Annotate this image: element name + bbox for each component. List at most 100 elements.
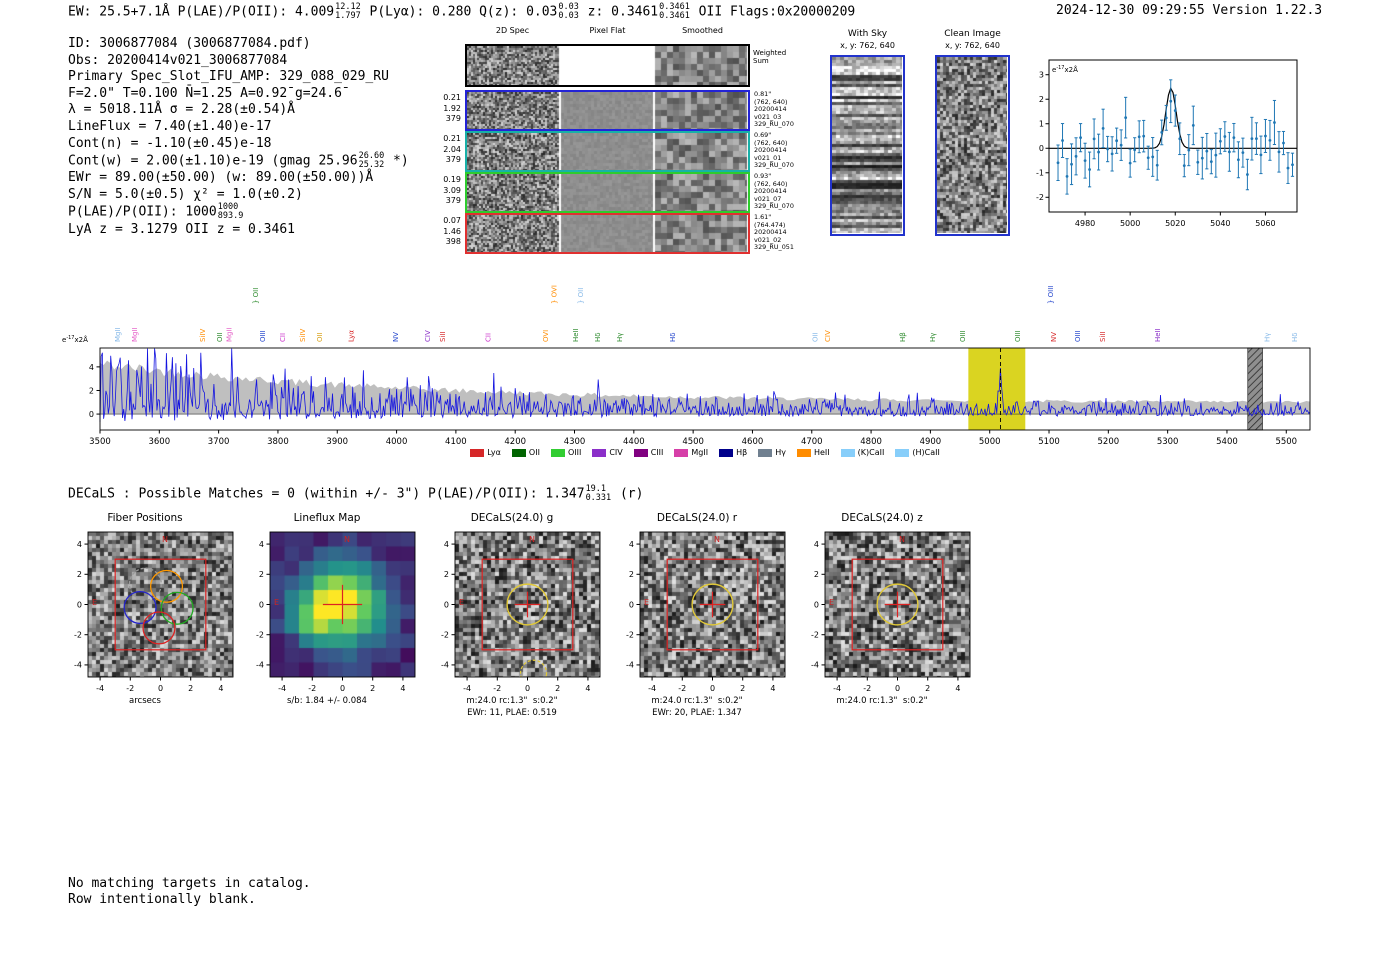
emission-line-label: Hδ (594, 332, 602, 342)
compass-north-label: N (899, 535, 905, 544)
data-point (1286, 166, 1290, 170)
tick-label: 5400 (1216, 437, 1238, 447)
cutout-overlays: NE (92, 535, 207, 651)
data-point (1196, 160, 1200, 164)
text-segment: z: 0.3461 (579, 4, 659, 20)
with-sky-image (830, 55, 905, 236)
2d-spec-row-stats: 0.19 3.09 379 (443, 175, 461, 205)
cutout-overlays: NE (459, 535, 574, 677)
tick-label: -4 (74, 661, 82, 670)
legend-label: MgII (691, 448, 709, 457)
tick-label: 0 (89, 410, 94, 419)
tick-label: 2 (1039, 95, 1044, 104)
spectrum-legend: Lyα OII OIII CIV CIII MgII Hβ Hγ HeII (K)CaII (H)C… (100, 448, 1310, 457)
tick-label: 4 (585, 684, 590, 693)
emission-line-label: SiII (1099, 331, 1107, 342)
secondary-source-circle (519, 659, 548, 677)
2d-spec-weighted-strip (465, 44, 750, 87)
tick-label: 2 (555, 684, 560, 693)
tick-label: -2 (126, 684, 134, 693)
extraction-box (666, 558, 759, 651)
full-spectrum-svg: 0 2 4 3500 3600 3700 3800 3900 4000 4100 4200 4300 4… (62, 285, 1311, 447)
emission-line-label: HeII (1154, 328, 1162, 342)
tick-label: 4100 (445, 437, 467, 447)
cutout-caption-2: EWr: 11, PLAE: 0.519 (467, 708, 557, 718)
tick-label: 5060 (1255, 219, 1275, 228)
legend-label: (H)CaII (912, 448, 940, 457)
tick-label: 0 (629, 600, 634, 609)
data-point (1250, 137, 1254, 141)
tick-label: 4 (814, 540, 819, 549)
info-line: F=2.0" T=0.100 N̄=1.25 A=0.92̄ g=24.6̄ (68, 86, 409, 103)
tick-label: 4000 (386, 437, 408, 447)
info-line: λ = 5018.11Å σ = 2.28(±0.54)Å (68, 102, 409, 119)
tick-label: 0 (77, 600, 82, 609)
tick-label: 4980 (1075, 219, 1095, 228)
tick-label: 5040 (1210, 219, 1230, 228)
data-point (1223, 135, 1227, 138)
legend-item: Hβ (719, 448, 747, 457)
tick-label: 0 (340, 684, 345, 693)
tick-label: 5500 (1275, 437, 1297, 447)
weighted-sum-line1: Weighted (753, 49, 787, 57)
emission-line-label: Hγ (929, 333, 937, 342)
legend-item: MgII (674, 448, 708, 457)
info-line: Cont(n) = -1.10(±0.45)e-18 (68, 136, 409, 153)
tick-label: 0 (525, 684, 530, 693)
data-point (1182, 164, 1186, 168)
text-segment: LyA z = 3.1279 OII z = 0.3461 (68, 221, 295, 237)
legend-item: HeII (796, 448, 830, 457)
emission-line-label: OIII (1074, 330, 1082, 342)
extraction-box (114, 558, 207, 651)
plot-frame (99, 347, 1311, 431)
tick-label: -4 (811, 661, 819, 670)
data-point (1241, 151, 1245, 155)
text-segment: Cont(n) = -1.10(±0.45)e-18 (68, 135, 272, 151)
2d-spec-row (465, 172, 750, 213)
tick-label: -2 (493, 684, 501, 693)
legend-label: Hβ (736, 448, 748, 457)
tick-label: 3600 (148, 437, 170, 447)
data-point (1232, 136, 1236, 140)
legend-label: (K)CaII (857, 448, 885, 457)
data-point (1160, 131, 1164, 134)
fiber-circle (128, 567, 162, 601)
tick-label: 5300 (1157, 437, 1179, 447)
clean-image-title: Clean Image (944, 29, 1001, 39)
info-line: LyA z = 3.1279 OII z = 0.3461 (68, 222, 409, 239)
stacked-uncertainty: 0.3461 0.3461 (659, 2, 690, 21)
emission-line-label: CII (484, 333, 492, 342)
tick-label: 4 (89, 363, 94, 372)
emission-line-label: OIII (259, 330, 267, 342)
text-segment: λ = 5018.11Å σ = 2.28(±0.54)Å (68, 102, 295, 118)
legend-swatch (840, 448, 855, 457)
legend-label: OIII (567, 448, 582, 457)
legend-swatch (511, 448, 526, 457)
y-axis-units-label: e-17x2Å (1052, 65, 1078, 74)
cutout-caption: arcsecs (129, 696, 161, 706)
data-point (1146, 156, 1150, 160)
cutout-panel: N E -4 -2 0 2 4 -4 -2 0 2 4 (232, 520, 422, 706)
data-point (1065, 174, 1069, 178)
column-header-smoothed: Smoothed (682, 26, 723, 35)
line-fit-plot: 3 2 1 0 -1 -2 4980 5000 5020 5040 5060 e-17x2Å (1035, 50, 1315, 238)
data-point (1173, 109, 1177, 112)
tick-label: 0 (814, 600, 819, 609)
text-segment: LineFlux = 7.40(±1.40)e-17 (68, 118, 272, 134)
tick-label: 0 (895, 684, 900, 693)
emission-line-label: } OII (252, 288, 260, 304)
data-point (1227, 150, 1231, 154)
data-point (1209, 160, 1213, 164)
info-line: ID: 3006877084 (3006877084.pdf) (68, 36, 409, 53)
text-segment: Obs: 20200414v021_3006877084 (68, 52, 288, 68)
data-point (1200, 156, 1204, 160)
legend-swatch (592, 448, 607, 457)
tick-label: -2 (863, 684, 871, 693)
legend-swatch (550, 448, 565, 457)
data-point (1236, 158, 1240, 162)
data-point (1074, 154, 1078, 158)
report-header-stats: EW: 25.5+7.1Å P(LAE)/P(OII): 4.009 12.12 1… (68, 3, 855, 21)
aperture-circle (506, 583, 549, 626)
emission-line-label: MgII (226, 327, 234, 342)
2d-spec-row (465, 90, 750, 131)
